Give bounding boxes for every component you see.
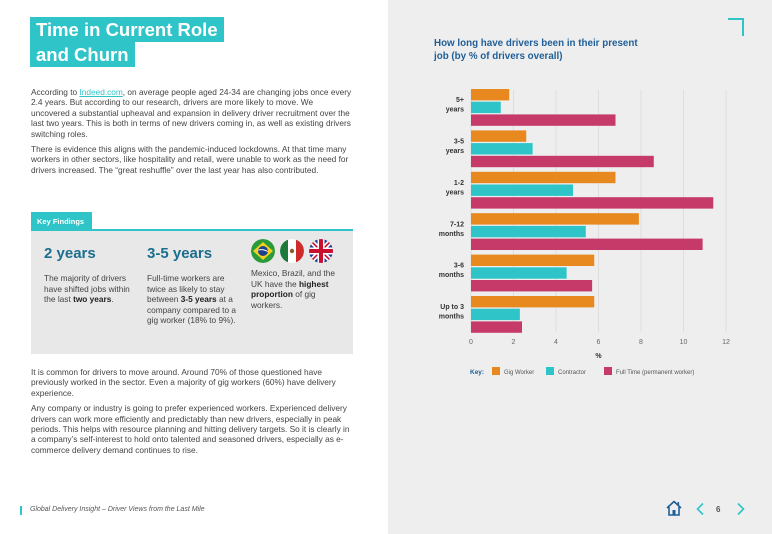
legend-swatch — [546, 367, 554, 375]
title-line-1: Time in Current Role — [30, 17, 224, 42]
uk-flag-icon — [309, 239, 333, 263]
x-tick-label: 2 — [512, 339, 516, 346]
x-tick-label: 4 — [554, 339, 558, 346]
title-line-2: and Churn — [30, 42, 135, 67]
category-label: 1-2 years — [446, 180, 464, 197]
bar — [471, 296, 595, 308]
x-axis-label: % — [595, 353, 602, 360]
finding-gig-countries: Mexico, Brazil, and the UK have the high… — [251, 239, 347, 310]
legend-title: Key: — [470, 369, 484, 376]
bar — [471, 213, 639, 225]
x-tick-label: 8 — [639, 339, 643, 346]
bar — [471, 114, 616, 126]
home-icon[interactable] — [665, 499, 683, 517]
bar-chart: 0 2 4 6 8 10 12 5+ years 3-5 years 1-2 years 7-12 mont… — [439, 89, 730, 376]
bar — [471, 238, 703, 250]
bar — [471, 143, 533, 155]
bar — [471, 267, 567, 279]
bar — [471, 254, 595, 266]
corner-bracket — [728, 18, 744, 36]
legend-label: Full Time (permanent worker) — [616, 370, 694, 376]
experience-paragraph: It is common for drivers to move around.… — [31, 367, 336, 398]
key-findings-label: Key Findings — [31, 212, 93, 231]
x-tick-label: 6 — [597, 339, 601, 346]
finding-text: Full-time workers are twice as likely to… — [147, 273, 237, 326]
indeed-link[interactable]: Indeed.com — [79, 87, 123, 97]
bar — [471, 321, 522, 333]
finding-text: The majority of drivers have shifted job… — [44, 273, 130, 305]
bar — [471, 280, 593, 292]
right-page — [388, 0, 772, 534]
finding-headline: 2 years — [44, 245, 96, 262]
chevron-right-icon[interactable] — [736, 502, 746, 516]
bar — [471, 184, 573, 196]
footer-title: Global Delivery Insight – Driver Views f… — [30, 506, 205, 513]
chart-title: How long have drivers been in their pres… — [434, 38, 638, 62]
bar — [471, 89, 510, 101]
flags-row — [251, 239, 347, 263]
finding-headline: 3-5 years — [147, 245, 213, 262]
intro-text: According to Indeed.com, on average peop… — [31, 87, 353, 180]
legend-swatch — [604, 367, 612, 375]
category-label: 3-5 years — [446, 138, 464, 155]
bar — [471, 308, 520, 321]
key-findings-box: 2 years The majority of drivers have shi… — [31, 231, 353, 354]
lower-text: It is common for drivers to move around.… — [31, 367, 353, 460]
finding-two-years: 2 years The majority of drivers have shi… — [44, 245, 140, 305]
chevron-left-icon[interactable] — [695, 502, 705, 516]
category-label: 3-6 months — [439, 263, 464, 280]
footer-accent — [20, 506, 22, 515]
key-findings-tab: Key Findings — [31, 211, 353, 231]
bar — [471, 130, 527, 142]
category-label: 5+ years — [446, 97, 464, 114]
page-title: Time in Current Role and Churn — [30, 17, 224, 67]
retention-paragraph: Any company or industry is going to pref… — [31, 403, 350, 455]
finding-three-five-years: 3-5 years Full-time workers are twice as… — [147, 245, 243, 326]
category-label: 7-12 months — [439, 221, 464, 238]
legend-swatch — [492, 367, 500, 375]
finding-text: Mexico, Brazil, and the UK have the high… — [251, 268, 335, 310]
bar — [471, 197, 714, 209]
x-tick-label: 10 — [680, 339, 688, 346]
pandemic-paragraph: There is evidence this aligns with the p… — [31, 144, 349, 175]
bar — [471, 155, 654, 168]
brazil-flag-icon — [251, 239, 275, 263]
legend-label: Gig Worker — [504, 370, 534, 376]
x-tick-label: 0 — [469, 339, 473, 346]
x-tick-label: 12 — [722, 339, 730, 346]
bar — [471, 225, 586, 238]
intro-paragraph: According to Indeed.com, on average peop… — [31, 87, 352, 139]
mexico-flag-icon — [280, 239, 304, 263]
legend-label: Contractor — [558, 370, 586, 376]
bar — [471, 171, 616, 184]
page-number: 6 — [716, 505, 721, 514]
bar — [471, 101, 501, 114]
category-label: Up to 3 months — [439, 304, 464, 321]
